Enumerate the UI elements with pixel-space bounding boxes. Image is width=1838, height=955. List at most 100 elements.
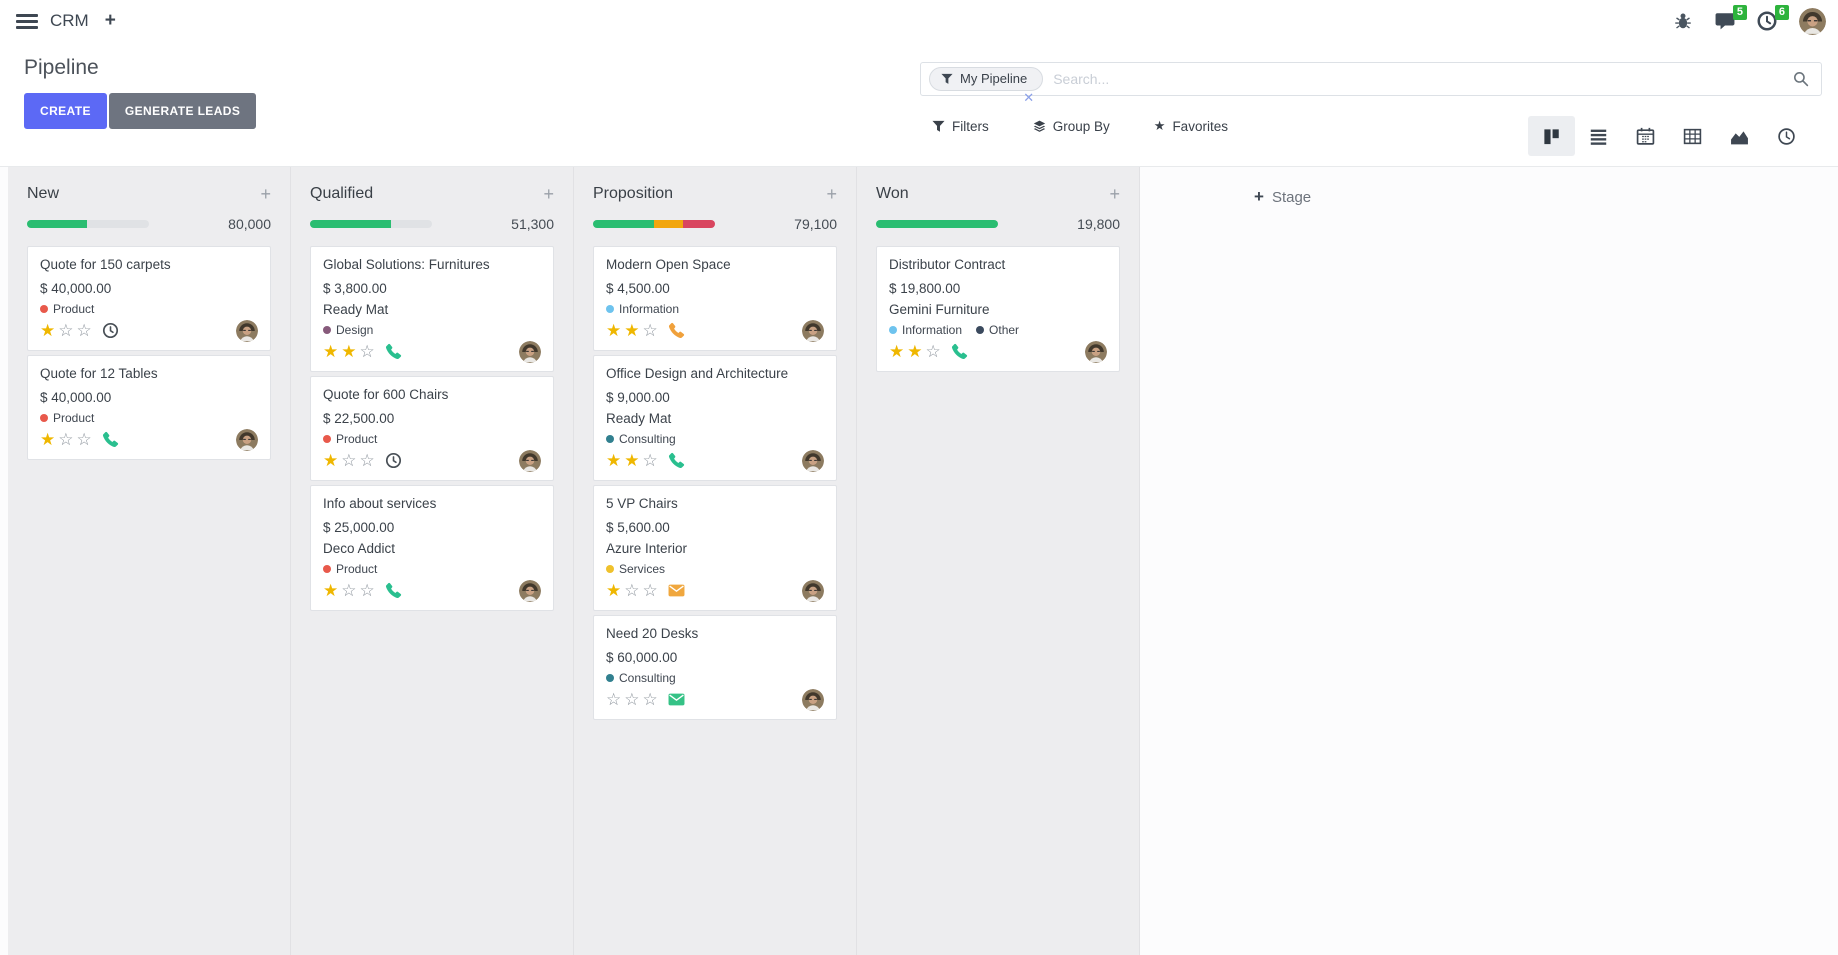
star-2[interactable]: ★ (624, 451, 640, 471)
progress-bar[interactable] (27, 220, 149, 228)
group-by-menu[interactable]: Group By (1033, 119, 1110, 134)
view-calendar-button[interactable] (1622, 116, 1669, 156)
phone-activity-icon[interactable] (951, 343, 968, 360)
phone-activity-icon[interactable] (102, 431, 119, 448)
phone-activity-icon[interactable] (385, 582, 402, 599)
kanban-card[interactable]: Office Design and Architecture $ 9,000.00… (593, 354, 837, 481)
quick-create-plus-icon[interactable]: + (543, 184, 554, 204)
kanban-card[interactable]: Global Solutions: Furnitures $ 3,800.00 Re… (310, 246, 554, 372)
kanban-card[interactable]: Modern Open Space $ 4,500.00 Information ★ ★… (593, 246, 837, 351)
star-3[interactable]: ☆ (642, 581, 658, 601)
star-2[interactable]: ☆ (341, 581, 357, 601)
phone-activity-icon[interactable] (385, 343, 402, 360)
remove-facet-icon[interactable]: ✕ (1023, 90, 1035, 105)
star-1[interactable]: ★ (323, 342, 339, 362)
kanban-card[interactable]: Quote for 150 carpets $ 40,000.00 Product ★… (27, 246, 271, 351)
salesperson-avatar[interactable] (1085, 340, 1107, 363)
quick-create-plus-icon[interactable]: + (260, 184, 271, 204)
clock-activity-icon[interactable] (385, 452, 402, 469)
quick-create-plus-icon[interactable]: + (1109, 184, 1120, 204)
star-3[interactable]: ☆ (76, 430, 92, 450)
search-facet-my-pipeline[interactable]: My Pipeline ✕ (929, 67, 1044, 105)
progress-segment[interactable] (654, 220, 684, 228)
kanban-card[interactable]: Need 20 Desks $ 60,000.00 Consulting ☆ ☆ ☆ (593, 614, 837, 720)
progress-segment[interactable] (310, 220, 391, 228)
salesperson-avatar[interactable] (802, 688, 824, 711)
star-1[interactable]: ★ (40, 321, 56, 341)
star-2[interactable]: ☆ (58, 321, 74, 341)
messages-icon[interactable]: 5 (1715, 5, 1747, 31)
salesperson-avatar[interactable] (802, 579, 824, 602)
star-1[interactable]: ★ (606, 451, 622, 471)
add-app-icon[interactable]: + (104, 10, 116, 31)
filters-menu[interactable]: Filters (932, 119, 989, 134)
kanban-card[interactable]: 5 VP Chairs $ 5,600.00 Azure Interior Servi… (593, 484, 837, 611)
user-avatar[interactable] (1799, 7, 1826, 35)
star-2[interactable]: ☆ (624, 581, 640, 601)
star-2[interactable]: ★ (624, 321, 640, 341)
star-2[interactable]: ☆ (341, 451, 357, 471)
quick-create-plus-icon[interactable]: + (826, 184, 837, 204)
mail-activity-icon[interactable] (668, 691, 685, 708)
salesperson-avatar[interactable] (802, 319, 824, 342)
star-1[interactable]: ★ (889, 342, 905, 362)
kanban-board: New +80,000 Quote for 150 carpets $ 40,000.… (0, 166, 1838, 955)
activities-clock-icon[interactable]: 6 (1757, 5, 1789, 31)
view-graph-button[interactable] (1716, 116, 1763, 156)
star-3[interactable]: ☆ (925, 342, 941, 362)
kanban-card[interactable]: Distributor Contract $ 19,800.00 Gemini Fu… (876, 246, 1120, 372)
apps-menu-icon[interactable] (16, 13, 38, 29)
messages-count-badge: 5 (1732, 5, 1747, 20)
salesperson-avatar[interactable] (519, 579, 541, 602)
app-name[interactable]: CRM (50, 11, 89, 30)
phone-activity-icon[interactable] (668, 452, 685, 469)
search-input[interactable] (1053, 71, 1793, 87)
star-3[interactable]: ☆ (359, 451, 375, 471)
star-2[interactable]: ☆ (624, 690, 640, 709)
star-1[interactable]: ★ (323, 451, 339, 471)
generate-leads-button[interactable]: GENERATE LEADS (108, 93, 257, 129)
view-activity-button[interactable] (1763, 116, 1810, 156)
star-2[interactable]: ★ (341, 342, 357, 362)
progress-bar[interactable] (310, 220, 432, 228)
star-3[interactable]: ☆ (359, 581, 375, 601)
debug-bug-icon[interactable] (1673, 11, 1693, 31)
create-button[interactable]: CREATE (24, 93, 107, 129)
progress-segment[interactable] (27, 220, 87, 228)
star-1[interactable]: ★ (323, 581, 339, 601)
star-3[interactable]: ☆ (642, 690, 658, 709)
progress-bar[interactable] (593, 220, 715, 228)
search-icon[interactable] (1793, 71, 1809, 87)
star-1[interactable]: ★ (40, 430, 56, 450)
progress-segment[interactable] (593, 220, 654, 228)
star-1[interactable]: ★ (606, 321, 622, 341)
view-pivot-button[interactable] (1669, 116, 1716, 156)
progress-bar[interactable] (876, 220, 998, 228)
salesperson-avatar[interactable] (236, 428, 258, 451)
star-1[interactable]: ★ (606, 581, 622, 601)
salesperson-avatar[interactable] (519, 340, 541, 363)
add-stage-button[interactable]: + Stage (1254, 187, 1311, 207)
star-1[interactable]: ☆ (606, 690, 622, 709)
phone-activity-icon[interactable] (668, 322, 685, 339)
progress-segment[interactable] (683, 220, 715, 228)
favorites-menu[interactable]: ★ Favorites (1153, 118, 1228, 134)
star-2[interactable]: ☆ (58, 430, 74, 450)
star-3[interactable]: ☆ (642, 451, 658, 471)
mail-activity-icon[interactable] (668, 582, 685, 599)
card-footer: ★ ☆ ☆ (606, 579, 824, 602)
star-3[interactable]: ☆ (642, 321, 658, 341)
kanban-card[interactable]: Quote for 600 Chairs $ 22,500.00 Product ★ ☆… (310, 375, 554, 481)
view-kanban-button[interactable] (1528, 116, 1575, 156)
salesperson-avatar[interactable] (519, 449, 541, 472)
view-list-button[interactable] (1575, 116, 1622, 156)
salesperson-avatar[interactable] (802, 449, 824, 472)
star-2[interactable]: ★ (907, 342, 923, 362)
kanban-card[interactable]: Quote for 12 Tables $ 40,000.00 Product ★ ☆ ☆ (27, 354, 271, 460)
clock-activity-icon[interactable] (102, 322, 119, 339)
star-3[interactable]: ☆ (359, 342, 375, 362)
progress-segment[interactable] (876, 220, 998, 228)
star-3[interactable]: ☆ (76, 321, 92, 341)
salesperson-avatar[interactable] (236, 319, 258, 342)
kanban-card[interactable]: Info about services $ 25,000.00 Deco Addic… (310, 484, 554, 611)
